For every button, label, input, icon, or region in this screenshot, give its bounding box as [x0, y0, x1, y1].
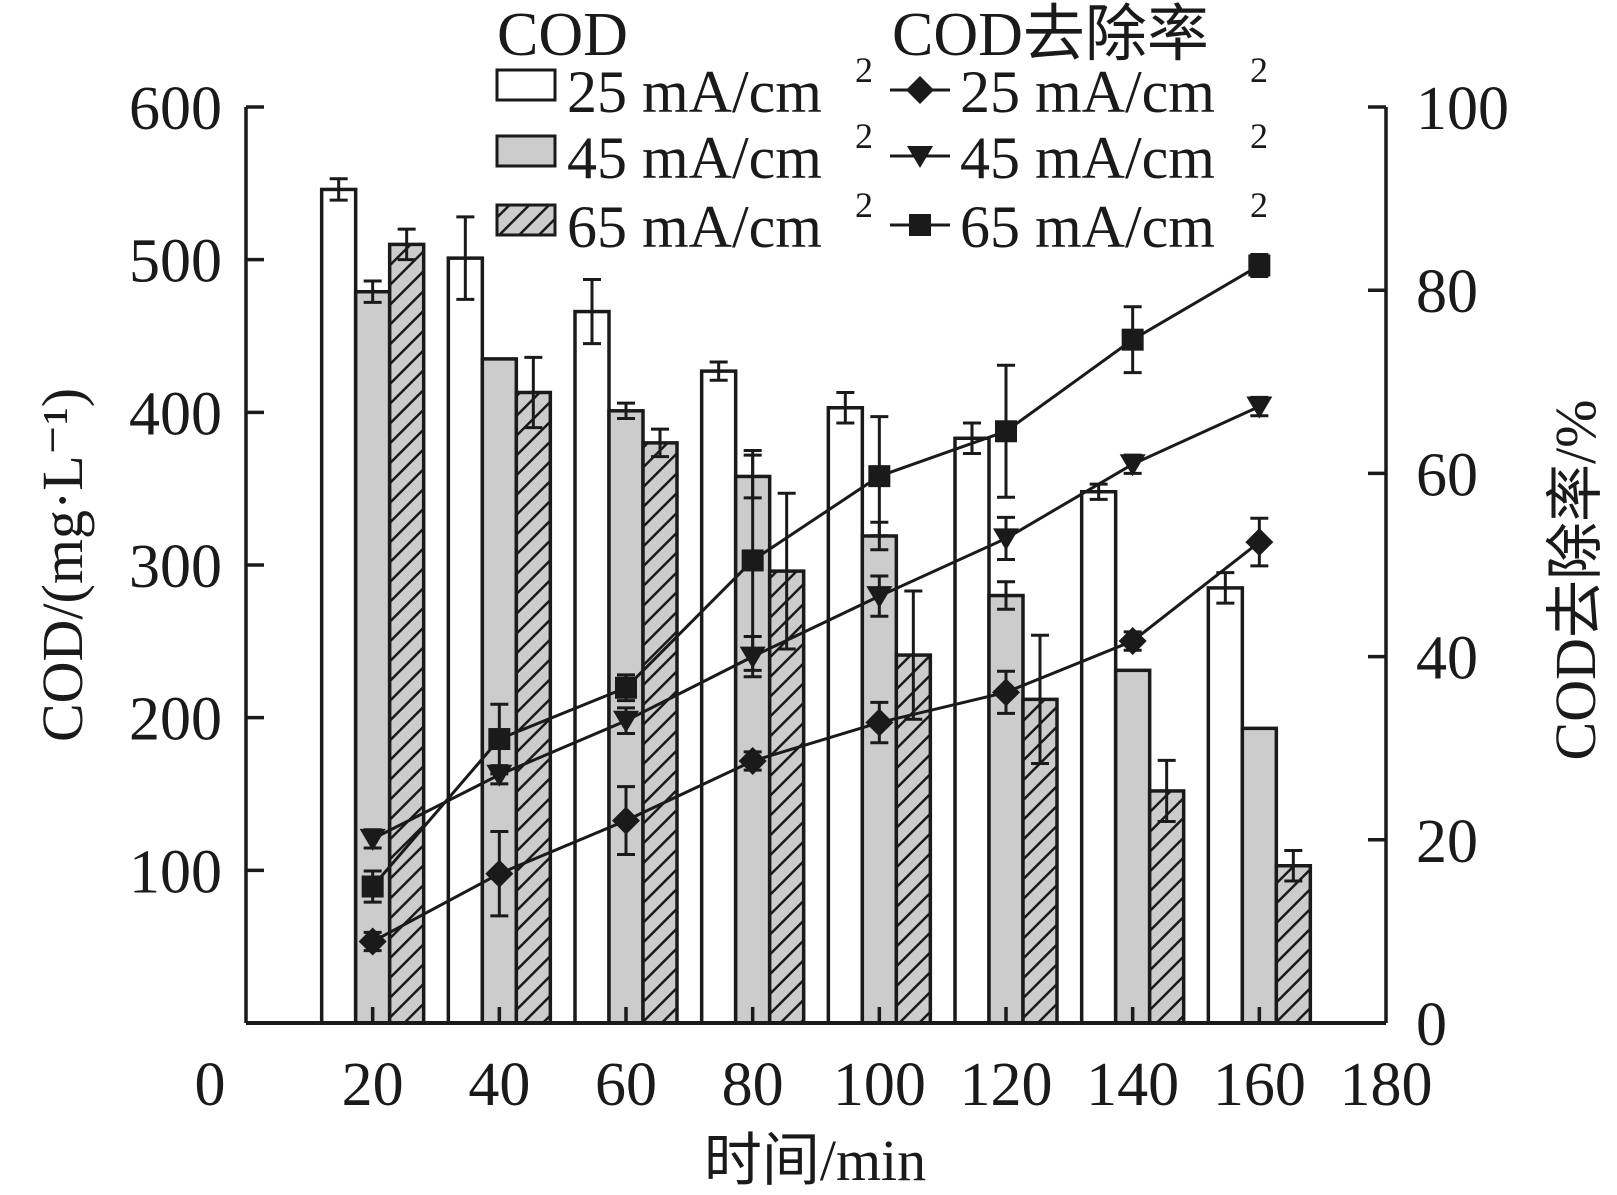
tick-labels: 100 200 300 400 500 600 0 20 40 60 80 100 0 20 40 60 80 1… [129, 75, 1509, 1119]
x-tick-label: 80 [722, 1051, 784, 1119]
line-series-65 [371, 264, 1261, 888]
y-right-tick-label: 80 [1416, 258, 1478, 326]
bar-45-t160 [1240, 726, 1279, 1025]
bar-65-t140 [1147, 789, 1186, 1025]
y-right-tick-label: 100 [1416, 75, 1509, 143]
bar-25-t60 [573, 309, 611, 1025]
bar-45-t120 [987, 593, 1025, 1025]
y-right-tick-label: 40 [1416, 625, 1478, 693]
bar-25-t40 [446, 256, 485, 1025]
x-tick-label: 0 [195, 1051, 226, 1119]
legend-marker-square [909, 214, 931, 236]
legend-sup: 2 [1250, 116, 1268, 156]
y-right-tick-label: 0 [1416, 991, 1447, 1059]
marker-square-t60 [615, 676, 637, 699]
lines-layer [358, 252, 1274, 956]
y-axis-left-title: COD/(mg·L⁻¹) [30, 388, 95, 742]
line-series-45 [371, 405, 1260, 841]
x-axis-title: 时间/min [704, 1128, 926, 1193]
legend-heading-removal: COD去除率 [892, 1, 1209, 69]
marker-triangle-down-t60 [613, 710, 639, 733]
y-left-tick-label: 300 [129, 533, 222, 601]
legend-heading-cod: COD [497, 1, 628, 69]
legend-label-bar-45: 45 mA/cm [567, 125, 822, 191]
y-left-tick-label: 500 [129, 228, 222, 296]
bar-65-t160 [1274, 864, 1313, 1025]
axes-layer [244, 105, 1388, 1025]
legend-label-line-45: 45 mA/cm [960, 125, 1215, 191]
legend: COD COD去除率 25 mA/cm 2 45 mA/cm 2 65 mA/cm 2 25… [495, 1, 1268, 260]
marker-triangle-down-t140 [1119, 454, 1146, 477]
legend-swatch-bar-25 [495, 68, 557, 102]
y-left-tick-label: 600 [129, 75, 222, 143]
marker-square-t160 [1248, 254, 1271, 277]
marker-square-t40 [488, 728, 511, 751]
bar-25-t80 [699, 369, 738, 1025]
y-left-tick-label: 200 [129, 686, 222, 754]
legend-marker-diamond [906, 76, 934, 104]
marker-triangle-down-t160 [1246, 396, 1273, 419]
legend-label-line-25: 25 mA/cm [960, 59, 1215, 125]
x-tick-label: 20 [342, 1051, 404, 1119]
legend-marker-triangle-down [907, 146, 933, 168]
x-tick-label: 60 [595, 1051, 657, 1119]
marker-diamond-t60 [612, 806, 640, 835]
marker-square-t140 [1121, 328, 1144, 351]
legend-sup: 2 [855, 116, 873, 156]
x-tick-label: 120 [960, 1051, 1053, 1119]
x-tick-label: 100 [833, 1051, 926, 1119]
marker-triangle-down-t100 [866, 586, 893, 609]
bar-65-t60 [641, 441, 679, 1025]
line-series-25 [371, 540, 1261, 943]
bar-65-t40 [514, 390, 553, 1025]
bar-45-t140 [1113, 668, 1152, 1025]
marker-square-t120 [995, 420, 1017, 443]
y-right-tick-label: 60 [1416, 441, 1478, 509]
marker-diamond-t80 [738, 747, 767, 776]
legend-label-bar-25: 25 mA/cm [567, 59, 822, 125]
marker-diamond-t120 [992, 678, 1020, 707]
y-left-tick-label: 400 [129, 380, 222, 448]
legend-swatch-bar-45 [495, 134, 557, 168]
marker-diamond-t40 [485, 859, 514, 888]
legend-sup: 2 [855, 185, 873, 225]
bar-25-t140 [1079, 489, 1118, 1025]
legend-label-bar-65: 65 mA/cm [567, 194, 822, 260]
legend-sup: 2 [1250, 185, 1268, 225]
marker-triangle-down-t120 [993, 528, 1019, 551]
marker-diamond-t160 [1245, 528, 1274, 557]
bar-25-t20 [319, 187, 358, 1025]
marker-triangle-down-t20 [359, 828, 386, 851]
marker-triangle-down-t40 [486, 764, 513, 787]
bar-25-t100 [826, 406, 865, 1025]
bar-65-t20 [387, 242, 426, 1025]
y-left-tick-label: 100 [129, 838, 222, 906]
x-tick-label: 180 [1340, 1051, 1433, 1119]
marker-square-t80 [741, 549, 764, 572]
y-axis-right-title: COD去除率/% [1543, 400, 1608, 761]
marker-diamond-t20 [358, 927, 387, 956]
marker-square-t20 [361, 875, 384, 898]
bar-25-t160 [1206, 586, 1245, 1025]
bar-25-t120 [953, 436, 991, 1025]
x-tick-label: 160 [1213, 1051, 1306, 1119]
marker-square-t100 [868, 465, 891, 488]
bar-45-t40 [480, 357, 519, 1025]
legend-label-line-65: 65 mA/cm [960, 194, 1215, 260]
x-tick-label: 40 [468, 1051, 530, 1119]
bars-layer [319, 177, 1313, 1025]
y-right-tick-label: 20 [1416, 808, 1478, 876]
bar-45-t20 [353, 289, 392, 1025]
x-tick-label: 140 [1086, 1051, 1179, 1119]
legend-sup: 2 [855, 50, 873, 90]
marker-diamond-t140 [1118, 627, 1147, 656]
marker-diamond-t100 [865, 708, 894, 737]
legend-swatch-bar-65 [495, 203, 557, 237]
legend-sup: 2 [1250, 50, 1268, 90]
